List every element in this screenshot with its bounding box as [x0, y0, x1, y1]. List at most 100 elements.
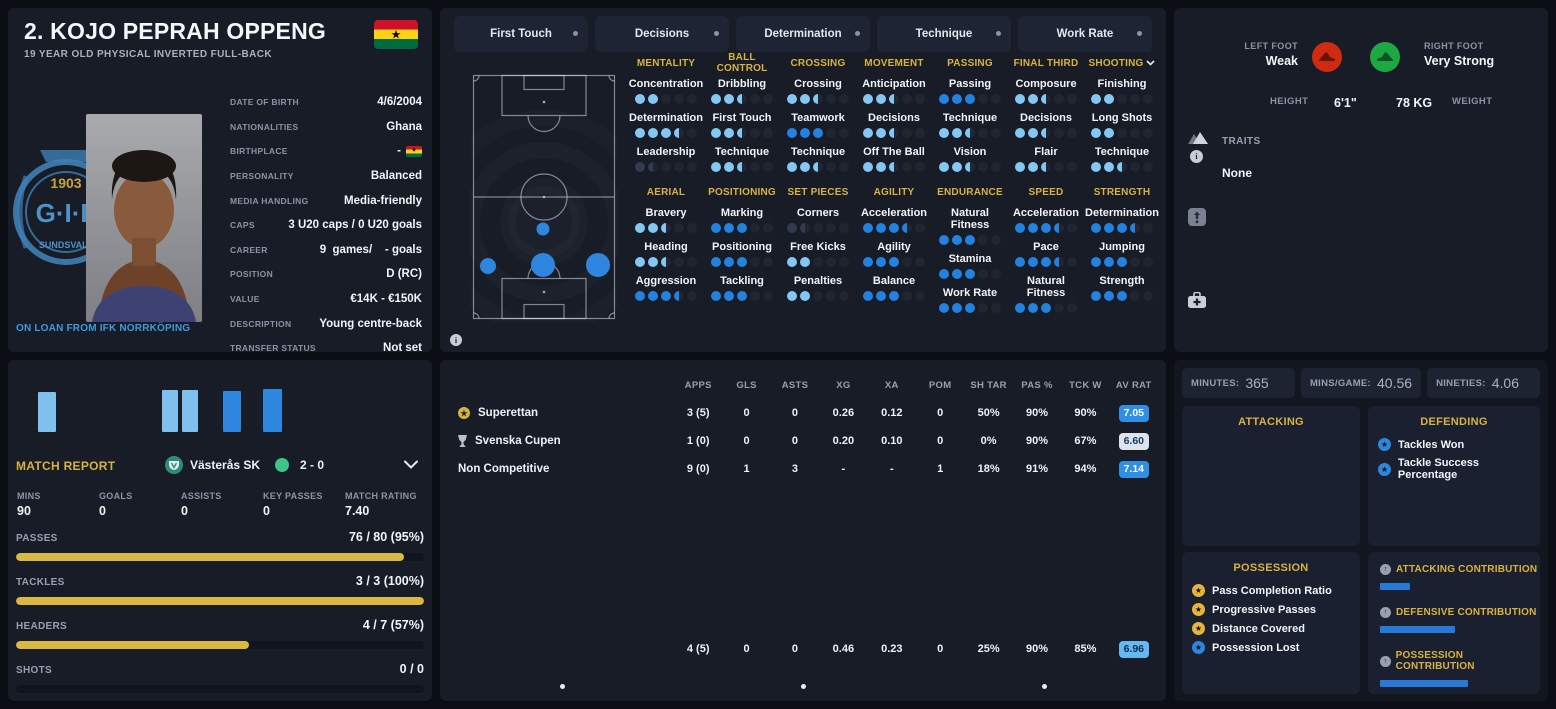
- attribute-dots: [932, 162, 1008, 172]
- info-icon[interactable]: i: [450, 334, 462, 346]
- table-row[interactable]: ★ Superettan 3 (5) 0 0 0.26 0.12 0 50% 90% 90% 7.05: [448, 400, 1158, 426]
- table-row[interactable]: Non Competitive 9 (0) 1 3 - - 1 18% 91% 94% 7.14: [448, 456, 1158, 482]
- feet-block: LEFT FOOT Weak RIGHT FOOT Very Strong: [1174, 38, 1548, 82]
- detail-row: BIRTHPLACE -: [230, 139, 422, 164]
- table-header-cell: SH TAR: [970, 379, 1007, 391]
- attribute-name: Determination: [1085, 207, 1159, 219]
- status-icon[interactable]: [1188, 208, 1206, 226]
- attribute-dot: [839, 291, 849, 301]
- attribute: Marking: [704, 207, 780, 233]
- stat-cell: 0: [743, 435, 750, 447]
- stat-cell: 0.10: [881, 435, 903, 447]
- match-opponent[interactable]: Västerås SK 2 - 0: [165, 456, 324, 474]
- attribute-name: Technique: [714, 146, 770, 158]
- attribute-group-header: AGILITY: [873, 186, 915, 198]
- attribute-dot: [737, 94, 747, 104]
- attribute-dot: [724, 162, 734, 172]
- medical-bag-icon[interactable]: [1188, 292, 1206, 309]
- attribute-dot: [876, 128, 886, 138]
- attribute-group-header: AERIAL: [646, 186, 686, 198]
- attribute-dot: [1054, 162, 1064, 172]
- attribute-dot: [813, 128, 823, 138]
- attribute-dot: [952, 269, 962, 279]
- attribute-name: Long Shots: [1091, 112, 1153, 124]
- attribute-dot: [648, 162, 658, 172]
- attribute-dot: [939, 235, 949, 245]
- attribute-name: Natural Fitness: [950, 207, 990, 231]
- meter-label: TACKLES: [16, 577, 65, 588]
- stat-item-label: Pass Completion Ratio: [1212, 584, 1332, 597]
- info-icon[interactable]: i: [1190, 150, 1203, 163]
- stat-cell: 67%: [1074, 435, 1097, 447]
- attribute-dot: [750, 291, 760, 301]
- loan-status[interactable]: ON LOAN FROM IFK NORRKÖPING: [16, 323, 191, 334]
- attribute-dot: [1015, 94, 1025, 104]
- pager-dot[interactable]: [1041, 684, 1047, 689]
- attribute-dots: [856, 128, 932, 138]
- pager-dot[interactable]: [559, 684, 565, 689]
- pill-dot-icon: [855, 31, 860, 36]
- attribute-name: Bravery: [645, 207, 687, 219]
- table-header-row: APPS GLS ASTS XG XA POM SH TAR PAS % TCK W AV RAT: [448, 372, 1158, 398]
- totals-cell: 0: [937, 643, 944, 655]
- height-label: HEIGHT: [1270, 96, 1309, 107]
- attribute-name: Concentration: [628, 78, 704, 90]
- stat-toggle-item[interactable]: ★ Tackle Success Percentage: [1378, 457, 1540, 481]
- average-rating-badge: 7.05: [1118, 404, 1149, 422]
- attribute-group: PASSING Passing Technique Vision: [932, 56, 1008, 172]
- detail-value: Not set: [383, 342, 422, 355]
- stat-toggle-item[interactable]: ★ Distance Covered: [1192, 622, 1360, 635]
- stat-cell: 94%: [1074, 463, 1097, 475]
- attribute-dots: [780, 94, 856, 104]
- attribute-dot: [750, 128, 760, 138]
- attribute-name: Technique: [790, 146, 846, 158]
- attribute-dot: [876, 94, 886, 104]
- detail-label: CAREER: [230, 244, 268, 255]
- attribute-dot: [1015, 257, 1025, 267]
- attribute-group-header: POSITIONING: [708, 186, 776, 198]
- ability-pill[interactable]: First Touch: [454, 16, 588, 52]
- detail-row: PERSONALITY Balanced: [230, 164, 422, 189]
- attribute-dot: [902, 94, 912, 104]
- detail-value: Balanced: [370, 170, 422, 183]
- attribute-dots: [932, 94, 1008, 104]
- attribute-name: Tackling: [720, 275, 764, 287]
- match-meters: PASSES 76 / 80 (95%) TACKLES 3 / 3 (100%) HE…: [16, 530, 424, 706]
- table-row[interactable]: Svenska Cupen 1 (0) 0 0 0.20 0.10 0 0% 90% 67% 6.6…: [448, 428, 1158, 454]
- attribute-dots: [628, 291, 704, 301]
- stat-cell: 0: [937, 407, 944, 419]
- page-title: 2. KOJO PEPRAH OPPENG: [24, 18, 326, 44]
- rating-bar: [182, 390, 198, 432]
- match-stat-value: 7.40: [345, 504, 370, 518]
- ability-pill[interactable]: Work Rate: [1018, 16, 1152, 52]
- season-pill-label: NINETIES:: [1436, 377, 1486, 389]
- detail-label: DESCRIPTION: [230, 318, 292, 329]
- attribute-name: Decisions: [868, 112, 920, 124]
- stat-toggle-item[interactable]: ★ Tackles Won: [1378, 438, 1540, 451]
- attribute-dots: [704, 94, 780, 104]
- pager-dot[interactable]: [800, 684, 806, 689]
- stat-cell: 90%: [1025, 407, 1048, 419]
- attribute-dot: [648, 94, 658, 104]
- stat-toggle-item[interactable]: ★ Progressive Passes: [1192, 603, 1360, 616]
- stat-toggle-item[interactable]: ★ Possession Lost: [1192, 641, 1360, 654]
- ability-pill[interactable]: Decisions: [595, 16, 729, 52]
- ability-pill[interactable]: Determination: [736, 16, 870, 52]
- opponent-name: Västerås SK: [190, 458, 261, 472]
- attribute-dot: [1130, 223, 1140, 233]
- position-dot[interactable]: [536, 222, 550, 236]
- position-dot[interactable]: [586, 253, 610, 277]
- chevron-down-icon[interactable]: [404, 460, 418, 469]
- svg-text:1903: 1903: [50, 175, 81, 191]
- attribute-dot: [1067, 162, 1077, 172]
- position-dot[interactable]: [531, 253, 555, 277]
- season-pills: MINUTES: 365 MINS/GAME: 40.56 NINETIES: 4.06: [1182, 368, 1541, 398]
- position-dot[interactable]: [480, 258, 496, 274]
- attribute-dot: [1143, 291, 1153, 301]
- shooting-chevron-icon[interactable]: [1146, 60, 1156, 66]
- stat-toggle-item[interactable]: ★ Pass Completion Ratio: [1192, 584, 1360, 597]
- ability-pill[interactable]: Technique: [877, 16, 1011, 52]
- attribute-group-header: BALL CONTROL: [716, 52, 768, 74]
- match-stat-value: 90: [17, 504, 31, 518]
- attribute-group-header: SPEED: [1028, 186, 1064, 198]
